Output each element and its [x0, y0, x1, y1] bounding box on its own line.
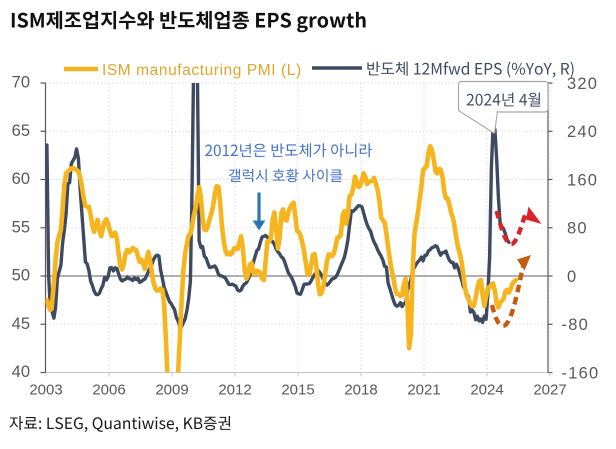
svg-text:2003: 2003: [29, 381, 62, 398]
svg-text:65: 65: [12, 122, 30, 140]
svg-text:2006: 2006: [92, 381, 125, 398]
svg-text:2024: 2024: [470, 381, 503, 398]
svg-text:70: 70: [12, 74, 30, 92]
svg-text:45: 45: [12, 315, 30, 333]
svg-text:2015: 2015: [281, 381, 314, 398]
svg-text:ISM manufacturing PMI (L): ISM manufacturing PMI (L): [102, 62, 302, 79]
svg-text:240: 240: [567, 123, 598, 141]
svg-text:0: 0: [567, 268, 577, 286]
svg-text:60: 60: [12, 170, 30, 188]
svg-text:2027: 2027: [533, 381, 566, 398]
svg-text:2012: 2012: [218, 381, 251, 398]
svg-text:40: 40: [12, 363, 30, 381]
svg-text:-160: -160: [562, 364, 600, 382]
svg-text:2009: 2009: [155, 381, 188, 398]
svg-text:55: 55: [12, 218, 30, 236]
svg-text:50: 50: [12, 267, 30, 285]
svg-text:2021: 2021: [407, 381, 440, 398]
svg-text:80: 80: [567, 220, 588, 238]
svg-text:160: 160: [567, 171, 598, 189]
svg-text:-80: -80: [562, 316, 589, 334]
svg-text:2018: 2018: [344, 381, 377, 398]
svg-text:320: 320: [567, 75, 598, 93]
